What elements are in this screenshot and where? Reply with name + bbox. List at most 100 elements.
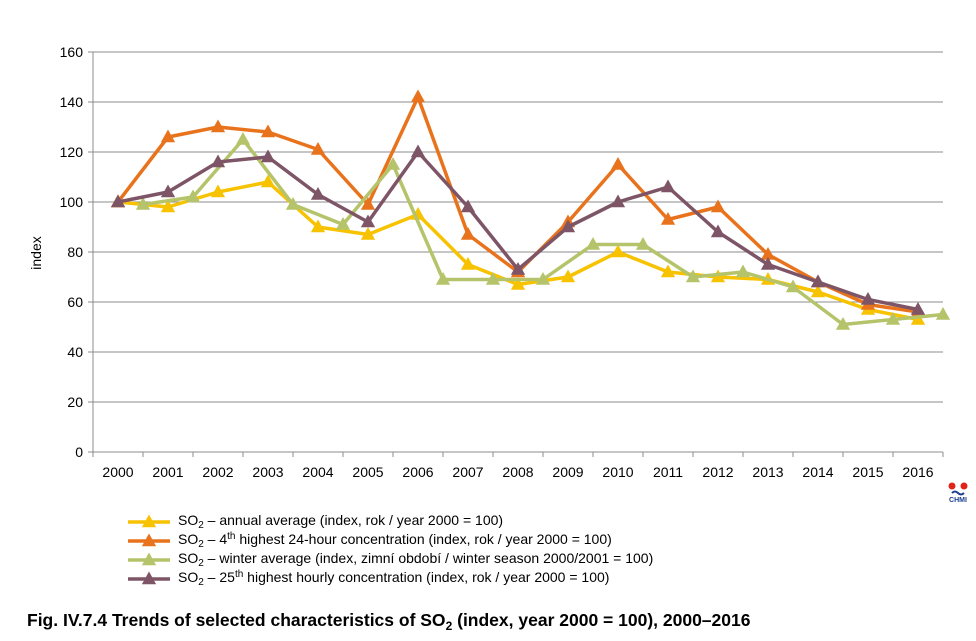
x-tick-labels: 2000 2001 2002 2003 2004 2005 2006 2007 2008 2009… [102,464,933,480]
series-group [135,132,951,330]
data-point [335,217,351,230]
legend-swatch [128,569,170,588]
data-point [410,144,426,158]
chmi-logo: CHMI [943,480,973,510]
legend-label-part: – 4 [203,531,228,547]
x-tick-label: 2002 [202,464,233,480]
data-point [885,312,901,325]
chmi-logo-text: CHMI [949,497,967,504]
legend-label-part: highest 24-hour concentration (index, ro… [235,531,612,547]
legend-label-part: 2 [198,539,204,550]
data-point [485,272,501,285]
data-point [260,124,276,138]
x-tick-label: 2006 [402,464,433,480]
x-tick-label: 2008 [502,464,533,480]
x-tick-label: 2004 [302,464,333,480]
y-tick-label: 20 [67,394,83,410]
data-point [260,174,276,188]
y-tick-label: 100 [60,194,84,210]
data-point [610,194,626,208]
legend-label: SO2 – 25th highest hourly concentration … [178,569,609,588]
legend-item: SO2 – 4th highest 24-hour concentration … [128,531,653,550]
legend-swatch [128,550,170,569]
data-point [360,227,376,240]
data-point [310,219,326,233]
data-point [810,274,826,288]
data-point [160,184,176,198]
data-point [735,264,751,278]
data-point [610,244,626,258]
y-tick-label: 120 [60,144,84,160]
data-point [360,197,376,210]
x-tick-label: 2013 [752,464,783,480]
data-point [585,237,601,250]
x-tick-label: 2005 [352,464,383,480]
data-point [660,212,676,225]
chart-gridlines [88,51,943,453]
x-tick-label: 2016 [902,464,933,480]
x-tick-label: 2015 [852,464,883,480]
legend-label: SO2 – winter average (index, zimní obdob… [178,550,653,569]
data-point [510,277,526,290]
legend-label-part: 2 [198,577,204,588]
data-point [360,214,376,228]
data-point [110,194,126,208]
data-point [610,157,626,170]
legend-item: SO2 – 25th highest hourly concentration … [128,569,653,588]
legend-label: SO2 – 4th highest 24-hour concentration … [178,531,612,550]
caption-prefix: Fig. IV.7.4 Trends of selected character… [27,610,446,630]
data-point [285,197,301,210]
data-point [410,89,426,103]
legend-label-part: SO [178,550,199,566]
data-point [185,189,201,203]
data-point [760,247,776,260]
data-point [910,302,926,315]
data-point [210,154,226,168]
chart-series [110,89,951,330]
series-group [110,144,926,315]
chart-axes [92,52,944,457]
legend-label-part: SO [178,531,199,547]
y-tick-label: 160 [60,44,84,60]
data-point [160,199,176,213]
data-point [510,262,526,275]
legend-label-part: SO [178,512,199,528]
data-point [310,142,326,155]
y-tick-labels: 0 20 40 60 80 100 120 140 160 [60,44,84,460]
legend-item: SO2 – winter average (index, zimní obdob… [128,550,653,569]
chart-legend: SO2 – annual average (index, rok / year … [128,512,653,588]
x-tick-label: 2001 [152,464,183,480]
legend-swatch [128,531,170,550]
x-tick-label: 2011 [653,464,683,480]
x-tick-label: 2009 [552,464,583,480]
data-point [685,269,701,283]
data-point [635,237,651,250]
legend-label: SO2 – annual average (index, rok / year … [178,512,503,531]
y-tick-label: 60 [67,294,83,310]
data-point [460,257,476,270]
data-point [835,317,851,330]
legend-label-part: SO [178,569,199,585]
x-tick-label: 2010 [602,464,633,480]
data-point [660,264,676,278]
data-point [860,292,876,305]
data-point [310,187,326,200]
data-point [235,132,251,145]
legend-label-part: 2 [198,558,204,569]
data-point [760,257,776,270]
legend-item: SO2 – annual average (index, rok / year … [128,512,653,531]
data-point [460,199,476,213]
data-point [210,119,226,133]
x-tick-label: 2014 [802,464,833,480]
data-point [710,224,726,238]
x-tick-label: 2003 [252,464,283,480]
legend-label-part: – annual average (index, rok / year 2000… [203,512,504,528]
data-point [935,307,951,320]
data-point [135,197,151,210]
figure-caption: Fig. IV.7.4 Trends of selected character… [27,610,750,633]
data-point [710,199,726,213]
data-point [160,129,176,143]
y-tick-label: 0 [75,444,83,460]
y-tick-label: 80 [67,244,83,260]
